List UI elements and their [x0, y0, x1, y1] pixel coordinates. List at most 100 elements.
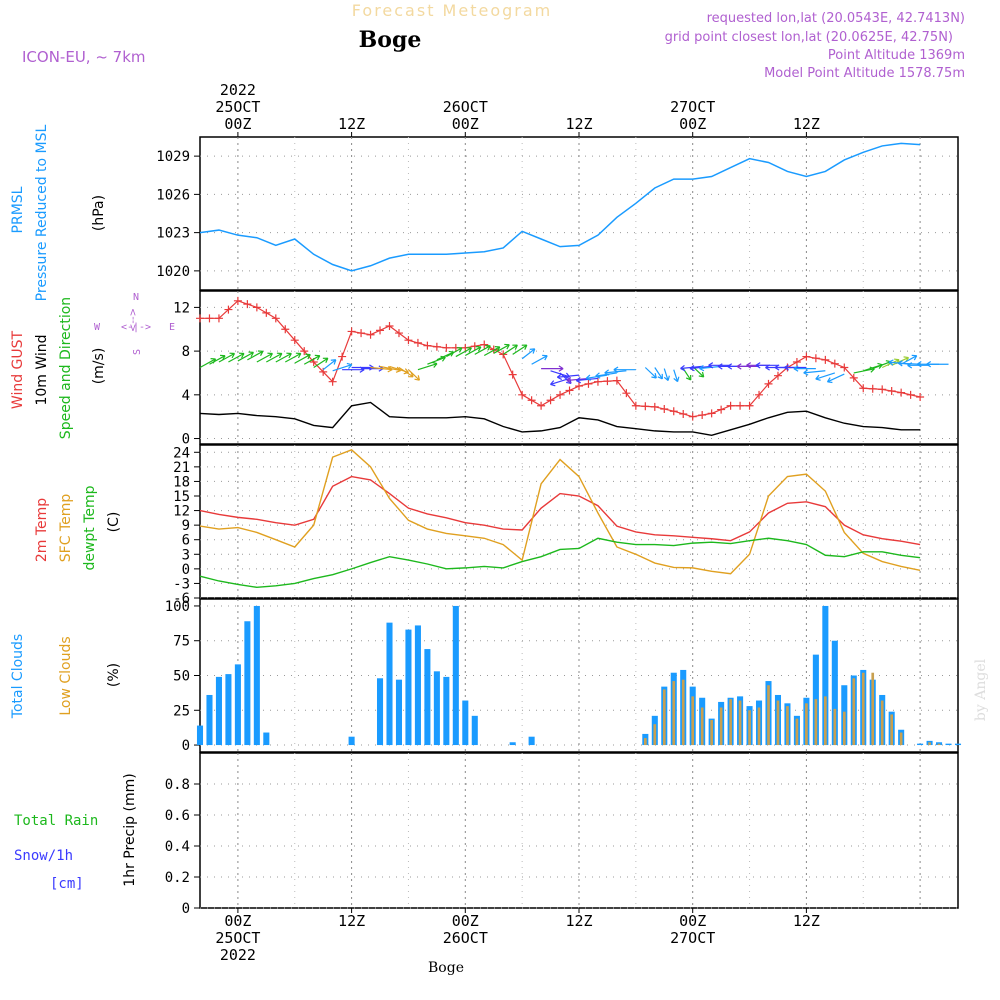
gust-marker	[878, 385, 887, 394]
wind-arrow-head	[663, 375, 670, 381]
y-tick-label: 0	[182, 738, 190, 754]
gust-marker	[527, 396, 536, 405]
wind-arrow-head	[897, 360, 903, 367]
wind-arrow-head	[504, 343, 510, 350]
compass-s: S	[132, 349, 143, 355]
low-cloud-bar	[871, 672, 875, 746]
y-tick-label: 100	[165, 599, 190, 615]
wind-arrow-shaft	[576, 377, 599, 382]
y-tick-label: 12	[173, 504, 190, 520]
top-time-label: 12Z	[338, 115, 365, 133]
low-cloud-bar	[710, 720, 713, 746]
total-cloud-bar	[348, 736, 355, 746]
bottom-time-label: 00Z	[224, 912, 251, 930]
low-cloud-bar	[861, 672, 865, 746]
dewpt-line	[199, 537, 921, 589]
wind-arrow-head	[916, 361, 922, 368]
low-cloud-bar	[814, 699, 818, 746]
y-tick-label: 6	[182, 533, 190, 549]
wind-arrow	[417, 361, 438, 371]
gust-marker	[575, 382, 583, 391]
wind-arrow-head	[755, 362, 761, 369]
wind-arrow-head	[793, 365, 799, 372]
gust-marker	[546, 396, 555, 405]
low-cloud-bar	[937, 743, 941, 746]
wind-arrow-head	[542, 354, 548, 361]
wind-arrow-head	[708, 362, 714, 369]
low-cloud-bar	[738, 700, 742, 746]
gust-marker	[849, 373, 858, 382]
total-cloud-bar	[945, 743, 952, 746]
top-time-label: 2022	[220, 81, 256, 99]
y-tick-label: 0.4	[165, 839, 190, 855]
low-cloud-bar	[795, 718, 799, 746]
wind-arrow-shaft	[502, 344, 518, 355]
y-tick-label: 24	[173, 445, 190, 461]
credit-label: by Angel	[973, 658, 989, 721]
bottom-time-label: 25OCT	[215, 929, 260, 947]
wind-arrow	[294, 353, 311, 364]
wind-arrow-head	[456, 347, 463, 353]
precip-axis-label: 1hr Precip (mm)	[122, 773, 138, 886]
y-tick-label: 50	[173, 669, 190, 685]
wind-arrow	[815, 372, 836, 381]
total-cloud-bar	[509, 742, 516, 746]
wind-arrow-shaft	[322, 359, 337, 371]
wind-arrow	[550, 377, 570, 387]
wind-arrow-shaft	[332, 364, 352, 372]
y-tick-label: 0.8	[165, 777, 190, 793]
snow-legend: Snow/1h	[14, 848, 73, 864]
wind-arrow	[199, 358, 217, 369]
bottom-time-label: 00Z	[679, 912, 706, 930]
wind-arrow-shaft	[663, 368, 669, 381]
wind-arrow	[303, 354, 321, 365]
gust-marker	[830, 359, 839, 368]
gust-marker	[290, 336, 299, 345]
wind-arrow	[446, 347, 463, 358]
gust-marker	[252, 303, 261, 312]
wind-arrow-head	[314, 354, 321, 361]
total-cloud-bar	[376, 678, 384, 746]
wind-arrow-head	[698, 371, 705, 378]
gust-marker	[205, 314, 214, 323]
wind-arrow-head	[888, 359, 894, 366]
y-tick-label: 15	[173, 489, 190, 505]
wind-arrow	[266, 352, 283, 363]
gust-marker	[726, 401, 735, 410]
gust-marker	[717, 405, 726, 414]
wind-arrow-head	[238, 352, 245, 359]
gust-marker	[745, 401, 754, 410]
wind-arrow	[604, 369, 627, 376]
gust-marker	[233, 296, 242, 305]
total-cloud-bar	[452, 605, 459, 746]
cloud-bars	[196, 605, 962, 746]
gust-marker	[622, 389, 631, 398]
gust-marker	[376, 326, 385, 335]
wind-arrow	[218, 352, 236, 363]
gust-marker	[281, 325, 290, 334]
bottom-time-label: 12Z	[793, 912, 820, 930]
y-tick-label: 9	[182, 518, 190, 534]
y-tick-label: 0	[182, 432, 190, 448]
low-clouds-label: Low Clouds	[58, 636, 74, 715]
wind-arrow-shaft	[284, 352, 302, 363]
gust-marker	[669, 407, 678, 416]
gust-marker	[423, 341, 432, 350]
wind-arrow-head	[575, 376, 582, 384]
y-tick-label: 8	[182, 344, 190, 360]
low-cloud-bar	[662, 689, 666, 746]
compass-n: N	[133, 292, 139, 303]
gust-marker	[707, 409, 716, 418]
wind-arrow-shaft	[872, 361, 891, 370]
low-cloud-bar	[767, 685, 770, 746]
gust-marker	[612, 376, 621, 385]
panels: 102010231026102904812-6-3036912151821240…	[156, 136, 962, 917]
celsius-unit-label: (C)	[106, 512, 122, 533]
gust-marker	[821, 355, 830, 364]
model-altitude: Model Point Altitude 1578.75m	[764, 66, 965, 81]
gust-marker	[764, 379, 773, 388]
wind-arrow-shaft	[446, 347, 463, 358]
gust-marker	[499, 350, 508, 359]
total-cloud-bar	[206, 694, 213, 746]
